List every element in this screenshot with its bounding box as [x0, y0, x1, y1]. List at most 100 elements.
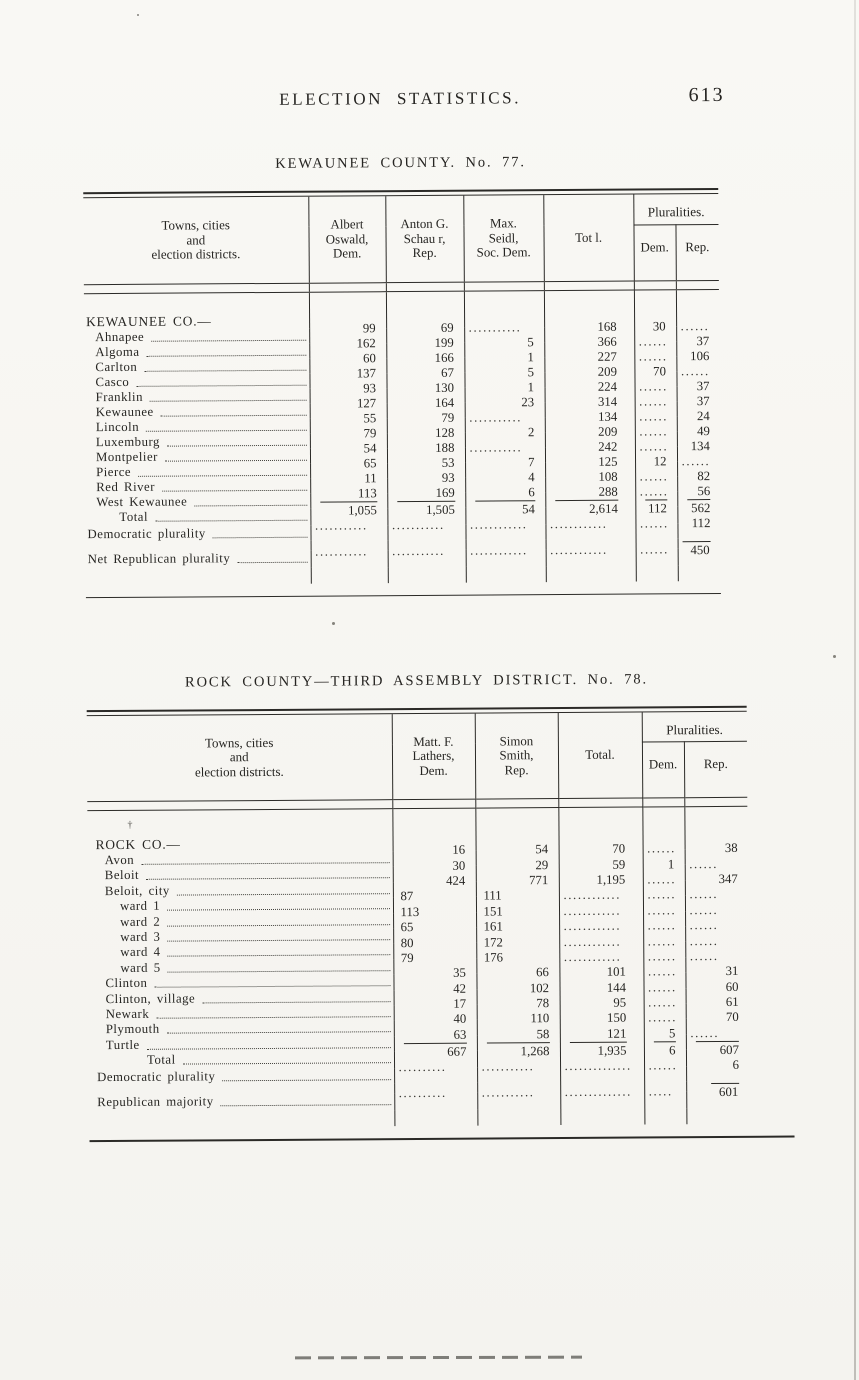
cell-total: 224	[544, 379, 635, 395]
cell-dplur: 5	[643, 1025, 686, 1042]
cell-rplur: 61	[685, 994, 749, 1011]
cell-soc: ............	[465, 541, 546, 560]
cell-rep: 771	[475, 872, 559, 889]
cell-dplur: ......	[635, 468, 678, 485]
cell-soc: ...........	[464, 319, 545, 336]
cell-soc: 23	[464, 394, 545, 411]
cell-rplur: 70	[685, 1010, 749, 1026]
cell-rep: ...........	[477, 1059, 561, 1076]
dot-leader	[167, 968, 390, 973]
cell-rep: 53	[386, 455, 466, 471]
column-header-plurality-dem: Dem.	[641, 741, 685, 799]
cell-dplur: ......	[643, 979, 686, 996]
district-name: ward 4	[120, 945, 161, 960]
cell-dem: 40	[393, 1011, 477, 1028]
cell-rep: 93	[387, 470, 466, 486]
column-header-total: Tot l.	[543, 194, 634, 282]
row-label: Franklin	[85, 388, 310, 404]
cell-dem: 424	[392, 873, 476, 890]
cell-rplur: 607	[685, 1040, 749, 1059]
district-name: Lincoln	[95, 419, 140, 434]
cell-dem: 87	[392, 888, 476, 905]
table2-title: ROCK COUNTY—THIRD ASSEMBLY DISTRICT. No.…	[184, 670, 649, 691]
spacer	[477, 1109, 561, 1127]
cell-dplur: ......	[643, 948, 686, 965]
cell-soc: 6	[465, 484, 546, 501]
cell-dem	[392, 800, 476, 844]
cell-dem: 127	[309, 395, 387, 412]
row-label: Ahnapee	[84, 328, 309, 344]
district-name: Beloit, city	[104, 883, 170, 898]
cell-rplur: 347	[684, 871, 748, 888]
cell-rplur: 24	[676, 408, 720, 424]
cell-dplur: .....	[644, 1083, 687, 1101]
cell-rep: 130	[386, 380, 465, 396]
dot-leader	[146, 353, 306, 357]
column-header-rep-candidate: Simon Smith, Rep.	[474, 712, 559, 800]
cell-dem: ...........	[310, 517, 388, 534]
cell-dem: ..........	[394, 1085, 478, 1103]
dot-leader	[202, 999, 391, 1003]
row-label: Montpelier	[85, 448, 310, 464]
district-name: ROCK CO.—	[95, 836, 181, 853]
cell-dplur: ......	[635, 540, 678, 559]
row-label: Algoma	[84, 343, 309, 359]
cell-dem: 162	[309, 335, 387, 352]
dot-leader	[182, 1061, 391, 1065]
dot-leader	[160, 413, 307, 417]
cell-total: ............	[559, 918, 644, 935]
ink-speck	[332, 622, 335, 625]
dot-leader	[164, 458, 307, 462]
dot-leader	[167, 953, 390, 957]
cell-total	[558, 799, 643, 843]
spacer	[89, 1111, 394, 1129]
cell-rep: 161	[476, 919, 560, 935]
cell-rep: ...........	[387, 517, 466, 533]
cell-rplur: 37	[676, 393, 720, 409]
table1-title: KEWAUNEE COUNTY. No. 77.	[275, 154, 526, 172]
cell-dplur	[642, 798, 685, 842]
rock-results-table: Towns, cities and election districts. Ma…	[86, 711, 750, 1129]
cell-total: 150	[559, 1010, 644, 1027]
dot-leader	[156, 1015, 391, 1019]
dot-leader	[220, 1103, 391, 1107]
cell-dem: 65	[393, 919, 477, 936]
spacer	[86, 567, 311, 584]
cell-dem: 65	[309, 455, 388, 472]
dot-leader	[155, 518, 307, 522]
row-label: Total	[85, 508, 310, 526]
cell-dplur: ......	[643, 964, 686, 981]
cell-dplur: ......	[634, 408, 677, 425]
cell-rep: 128	[386, 425, 465, 441]
cell-rep	[385, 283, 465, 321]
kewaunee-results-table: Towns, cities and election districts. Al…	[83, 193, 721, 585]
dot-leader	[212, 535, 308, 538]
district-name: Total	[119, 509, 149, 524]
cell-dem: ..........	[394, 1059, 478, 1076]
cell-total: ............	[559, 949, 644, 966]
ink-speck	[833, 655, 836, 658]
cell-total: ............	[558, 903, 644, 920]
cell-rep	[475, 799, 559, 843]
column-header-towns: Towns, cities and election districts.	[83, 196, 309, 285]
page-content: ELECTION STATISTICS. 613 KEWAUNEE COUNTY…	[82, 0, 795, 1143]
cell-total: 227	[544, 349, 635, 365]
cell-total: 209	[544, 424, 635, 440]
column-header-dem-candidate: Matt. F. Lathers, Dem.	[391, 713, 476, 800]
cell-dem: 54	[309, 440, 387, 457]
district-name: Democratic plurality	[87, 525, 206, 541]
district-name: Franklin	[95, 389, 144, 404]
row-label: Republican majority	[89, 1094, 394, 1113]
cell-dem: 113	[392, 904, 477, 921]
cell-total: ..............	[560, 1058, 645, 1075]
cell-total: ............	[545, 516, 636, 532]
cell-dem: 30	[392, 857, 476, 874]
dot-leader	[166, 1030, 391, 1034]
cell-dem: 99	[309, 320, 387, 337]
column-header-total: Total.	[557, 712, 643, 799]
district-name: Clinton, village	[105, 990, 196, 1006]
cell-rplur: 6	[685, 1057, 750, 1074]
cell-soc: ...........	[464, 439, 545, 456]
row-label: Casco	[84, 373, 309, 389]
